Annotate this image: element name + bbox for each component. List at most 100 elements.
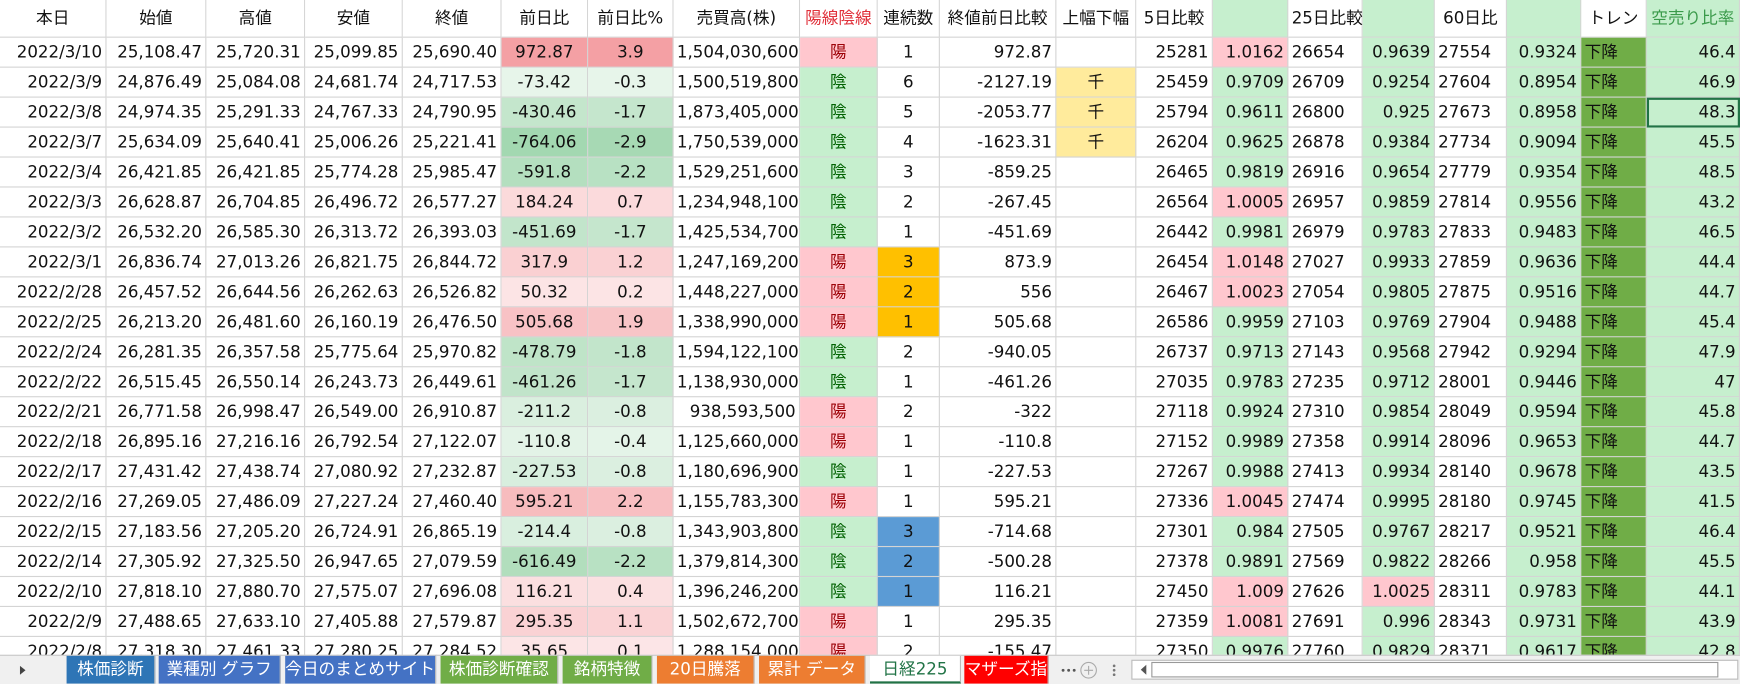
data-cell: 26,421.85 [106, 157, 207, 188]
data-cell: 陰 [800, 217, 878, 248]
data-cell: 26,724.91 [305, 517, 403, 548]
data-cell: 25,774.28 [305, 157, 403, 188]
data-cell: 27,696.08 [402, 577, 502, 608]
data-cell: 27505 [1288, 517, 1363, 548]
data-cell: 陽 [800, 487, 878, 518]
data-cell: 26,910.87 [402, 397, 502, 428]
data-cell: 1,873,405,000 [673, 97, 801, 128]
data-cell: 24,974.35 [106, 97, 207, 128]
data-cell: 下降 [1581, 337, 1647, 368]
data-cell: 26,243.73 [305, 367, 403, 398]
data-cell: 陰 [800, 157, 878, 188]
date-cell: 2022/2/24 [0, 337, 107, 368]
data-cell: 2 [877, 277, 940, 308]
data-cell [1056, 397, 1137, 428]
sheet-tab[interactable]: 累計 データ [759, 655, 866, 684]
data-cell: 27359 [1136, 607, 1213, 637]
data-cell: -227.53 [939, 457, 1057, 488]
data-cell: 41.5 [1646, 487, 1740, 518]
sheet-tab[interactable]: 日経225 [870, 655, 962, 684]
data-cell: 0.9981 [1212, 217, 1289, 248]
data-cell: 1,504,030,600 [673, 37, 801, 68]
data-cell: 下降 [1581, 457, 1647, 488]
data-cell: 556 [939, 277, 1057, 308]
sheet-tab[interactable]: 株価診断 [66, 655, 156, 684]
data-cell: 陰 [800, 97, 878, 128]
sheet-tab[interactable]: 今日のまとめサイト [285, 655, 437, 684]
data-cell: 26,515.45 [106, 367, 207, 398]
data-cell: 24,876.49 [106, 67, 207, 98]
data-cell [1056, 337, 1137, 368]
column-header [1362, 0, 1435, 38]
date-cell: 2022/2/22 [0, 367, 107, 398]
data-cell: -764.06 [501, 127, 589, 158]
data-cell: 595.21 [501, 487, 589, 518]
data-cell: 1,234,948,100 [673, 187, 801, 218]
data-cell: 0.9995 [1362, 487, 1435, 518]
data-cell: 24,681.74 [305, 67, 403, 98]
data-cell: 26454 [1136, 247, 1213, 278]
sheet-tab[interactable]: 銘柄特徴 [562, 655, 653, 684]
data-cell: 1,448,227,000 [673, 277, 801, 308]
data-cell: 44.1 [1646, 577, 1740, 608]
data-cell: 0.9324 [1506, 37, 1582, 68]
data-cell: 25459 [1136, 67, 1213, 98]
data-cell: -430.46 [501, 97, 589, 128]
data-cell: 0.9854 [1362, 397, 1435, 428]
sheet-tab[interactable]: 業種別 グラフ [158, 655, 281, 684]
scroll-tabs-button[interactable] [11, 656, 55, 684]
data-cell: 3 [877, 157, 940, 188]
data-cell: 5 [877, 97, 940, 128]
data-cell: 0.9488 [1506, 307, 1582, 338]
data-cell: 25,634.09 [106, 127, 207, 158]
data-cell: 27,080.92 [305, 457, 403, 488]
data-cell: 26,895.16 [106, 427, 207, 458]
data-cell: 28217 [1434, 517, 1507, 548]
data-cell [1056, 427, 1137, 458]
data-cell: -714.68 [939, 517, 1057, 548]
data-cell: 陽 [800, 247, 878, 278]
data-cell: 0.9678 [1506, 457, 1582, 488]
data-cell: 下降 [1581, 217, 1647, 248]
column-header: 前日比 [501, 0, 589, 38]
data-cell: 0.9819 [1212, 157, 1289, 188]
sheet-tab[interactable]: 株価診断確認 [440, 655, 559, 684]
data-cell: 1,594,122,100 [673, 337, 801, 368]
data-cell: 0.9653 [1506, 427, 1582, 458]
tab-controls [1061, 659, 1739, 680]
sheet-tab[interactable]: 20日騰落 [656, 655, 755, 684]
data-cell: -940.05 [939, 337, 1057, 368]
data-cell: 46.9 [1646, 67, 1740, 98]
data-cell: -214.4 [501, 517, 589, 548]
data-cell: 1.009 [1212, 577, 1289, 608]
data-cell: -227.53 [501, 457, 589, 488]
data-cell: 下降 [1581, 187, 1647, 218]
data-cell: 26,357.58 [206, 337, 306, 368]
data-cell: 0.9625 [1212, 127, 1289, 158]
data-cell: 44.4 [1646, 247, 1740, 278]
data-cell: 0.958 [1506, 547, 1582, 578]
data-cell: 27,269.05 [106, 487, 207, 518]
data-cell: 25,720.31 [206, 37, 306, 68]
data-cell: 26,213.20 [106, 307, 207, 338]
data-cell [1056, 487, 1137, 518]
data-cell: 0.9636 [1506, 247, 1582, 278]
data-cell: 27833 [1434, 217, 1507, 248]
data-cell: 3 [877, 517, 940, 548]
data-cell: -322 [939, 397, 1057, 428]
data-cell: 28343 [1434, 607, 1507, 637]
data-cell: 1 [877, 307, 940, 338]
data-cell: -1.7 [588, 217, 674, 248]
data-cell: 25,640.41 [206, 127, 306, 158]
data-cell: -0.4 [588, 427, 674, 458]
data-cell: 26957 [1288, 187, 1363, 218]
data-cell: 下降 [1581, 367, 1647, 398]
data-cell: 27378 [1136, 547, 1213, 578]
data-cell: 1,155,783,300 [673, 487, 801, 518]
sheet-tab[interactable]: マザーズ指 [964, 655, 1049, 684]
data-cell: 0.9822 [1362, 547, 1435, 578]
data-cell: 27054 [1288, 277, 1363, 308]
data-cell: 26800 [1288, 97, 1363, 128]
data-cell: 6 [877, 67, 940, 98]
